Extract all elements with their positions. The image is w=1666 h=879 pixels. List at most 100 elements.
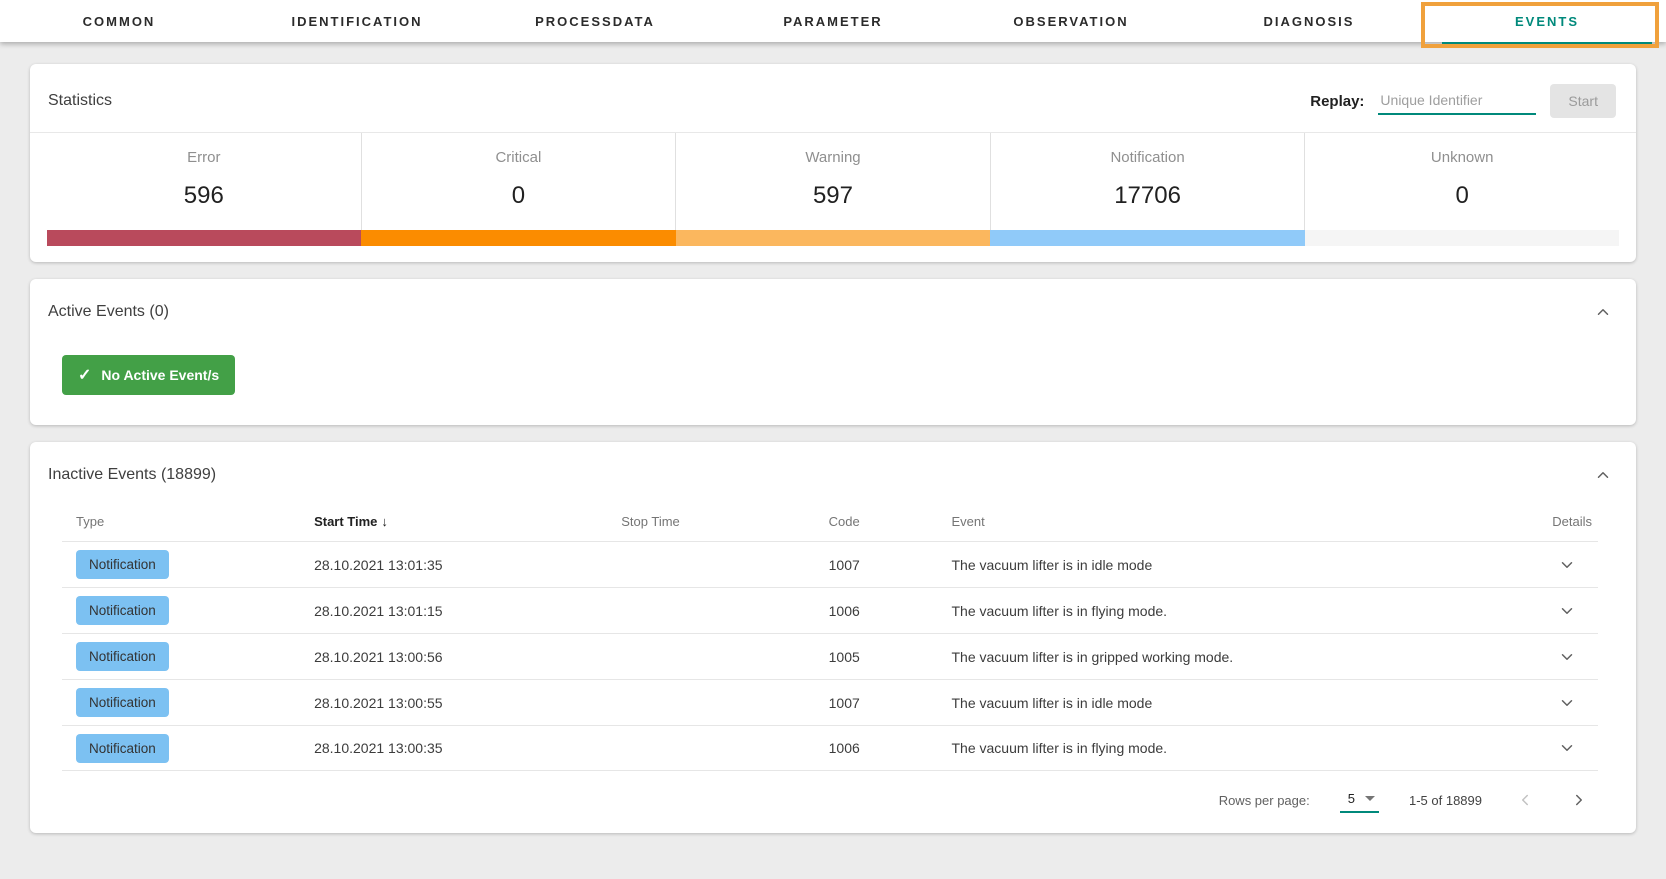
- tab-events[interactable]: EVENTS: [1428, 0, 1666, 45]
- type-badge: Notification: [76, 642, 169, 671]
- rows-per-page-label: Rows per page:: [1218, 792, 1310, 808]
- active-events-collapse-button[interactable]: [1590, 299, 1616, 325]
- column-header-start-time[interactable]: Start Time ↓: [314, 514, 388, 529]
- type-badge: Notification: [76, 733, 169, 763]
- code-cell: 1007: [828, 556, 860, 573]
- active-events-title: Active Events (0): [48, 303, 169, 320]
- replay-group: Replay: Start: [1310, 84, 1616, 118]
- stat-critical-value: 0: [511, 182, 526, 209]
- statistics-counters: Error 596 Critical 0 Warning 597 Notific…: [47, 133, 1619, 230]
- tab-parameter[interactable]: PARAMETER: [783, 13, 883, 29]
- rows-per-page-value: 5: [1347, 791, 1355, 806]
- start-time-cell: 28.10.2021 13:01:15: [314, 602, 443, 619]
- replay-label: Replay:: [1310, 92, 1365, 110]
- event-cell: The vacuum lifter is in idle mode: [951, 694, 1153, 711]
- previous-page-button[interactable]: [1512, 787, 1538, 813]
- replay-identifier-input[interactable]: [1378, 87, 1537, 115]
- start-time-cell: 28.10.2021 13:00:55: [314, 694, 443, 711]
- sort-desc-icon: ↓: [381, 514, 388, 529]
- event-cell: The vacuum lifter is in flying mode.: [951, 740, 1168, 756]
- inactive-events-table: Type Start Time ↓ Stop Time Code Event De…: [62, 504, 1598, 771]
- event-cell: The vacuum lifter is in gripped working …: [951, 648, 1234, 665]
- start-time-cell: 28.10.2021 13:00:35: [314, 740, 443, 756]
- tab-observation[interactable]: OBSERVATION: [1013, 13, 1129, 29]
- event-cell: The vacuum lifter is in idle mode: [951, 556, 1153, 573]
- type-badge: Notification: [76, 688, 169, 717]
- top-tab-bar: COMMON IDENTIFICATION PROCESSDATA PARAME…: [0, 0, 1666, 48]
- bar-segment-warning: [675, 230, 991, 246]
- stat-unknown-value: 0: [1455, 182, 1469, 209]
- replay-start-button[interactable]: Start: [1550, 84, 1616, 118]
- start-time-cell: 28.10.2021 13:01:35: [314, 556, 443, 573]
- table-header-row: Type Start Time ↓ Stop Time Code Event De…: [62, 504, 1598, 541]
- chevron-right-icon: [1576, 794, 1582, 806]
- tab-processdata[interactable]: PROCESSDATA: [535, 13, 655, 29]
- stat-warning-value: 597: [812, 182, 853, 209]
- chevron-down-icon: [1561, 653, 1573, 660]
- statistics-card: Statistics Replay: Start Error 596 Criti…: [30, 64, 1636, 262]
- stat-error-label: Error: [187, 149, 221, 166]
- tab-diagnosis[interactable]: DIAGNOSIS: [1263, 13, 1355, 29]
- type-badge: Notification: [76, 550, 169, 579]
- stat-critical-label: Critical: [495, 149, 542, 166]
- stat-critical: Critical 0: [360, 133, 676, 230]
- bar-segment-error: [47, 230, 362, 246]
- code-cell: 1007: [828, 694, 860, 711]
- stat-warning: Warning 597: [675, 133, 990, 230]
- chevron-up-icon: [1597, 472, 1609, 478]
- column-header-type[interactable]: Type: [76, 514, 105, 529]
- chevron-down-icon: [1561, 561, 1573, 568]
- stat-notification: Notification 17706: [989, 133, 1305, 230]
- column-header-stop-time[interactable]: Stop Time: [621, 514, 680, 529]
- table-row: Notification 28.10.2021 13:00:56 1005 Th…: [62, 633, 1598, 679]
- code-cell: 1005: [828, 648, 860, 665]
- statistics-stacked-bar: [47, 230, 1620, 246]
- divider: [30, 132, 1636, 133]
- stat-notification-label: Notification: [1110, 149, 1185, 166]
- page-content: Statistics Replay: Start Error 596 Criti…: [0, 42, 1666, 866]
- column-header-event[interactable]: Event: [951, 514, 985, 529]
- stat-error-value: 596: [183, 182, 224, 209]
- tab-common[interactable]: COMMON: [82, 13, 156, 29]
- active-events-card: Active Events (0) ✓ No Active Event/s: [30, 279, 1636, 425]
- bar-segment-notification: [990, 230, 1305, 246]
- start-time-cell: 28.10.2021 13:00:56: [314, 648, 443, 665]
- stat-unknown: Unknown 0: [1304, 133, 1619, 230]
- code-cell: 1006: [828, 602, 860, 619]
- table-row: Notification 28.10.2021 13:01:15 1006 Th…: [62, 587, 1598, 633]
- chevron-down-icon: [1561, 607, 1573, 614]
- table-pagination: Rows per page: 5 1-5 of 18899: [30, 771, 1636, 833]
- column-header-details: Details: [1552, 514, 1592, 529]
- stat-warning-label: Warning: [805, 149, 861, 166]
- row-details-button[interactable]: [1554, 552, 1580, 578]
- stat-unknown-label: Unknown: [1430, 149, 1494, 166]
- no-active-events-label: No Active Event/s: [101, 367, 220, 383]
- tab-identification[interactable]: IDENTIFICATION: [291, 13, 423, 29]
- inactive-events-card: Inactive Events (18899) Type Start Time ↓…: [30, 442, 1636, 833]
- statistics-title: Statistics: [48, 92, 113, 109]
- check-icon: ✓: [78, 367, 92, 384]
- row-details-button[interactable]: [1554, 735, 1580, 761]
- table-row: Notification 28.10.2021 13:01:35 1007 Th…: [62, 541, 1598, 587]
- bar-segment-unknown: [1304, 230, 1620, 246]
- table-row: Notification 28.10.2021 13:00:55 1007 Th…: [62, 679, 1598, 725]
- pagination-range-label: 1-5 of 18899: [1408, 792, 1482, 808]
- chevron-up-icon: [1597, 309, 1609, 315]
- code-cell: 1006: [828, 740, 860, 756]
- stat-error: Error 596: [47, 133, 361, 230]
- caret-down-icon: [1364, 796, 1375, 801]
- row-details-button[interactable]: [1554, 644, 1580, 670]
- chevron-down-icon: [1561, 745, 1573, 751]
- row-details-button[interactable]: [1554, 598, 1580, 624]
- no-active-events-badge: ✓ No Active Event/s: [62, 355, 236, 395]
- table-row: Notification 28.10.2021 13:00:35 1006 Th…: [62, 725, 1598, 771]
- next-page-button[interactable]: [1566, 787, 1592, 813]
- bar-segment-critical: [361, 230, 676, 246]
- stat-notification-value: 17706: [1114, 182, 1181, 209]
- rows-per-page-select[interactable]: 5: [1339, 787, 1379, 813]
- row-details-button[interactable]: [1554, 690, 1580, 716]
- column-header-code[interactable]: Code: [828, 514, 860, 529]
- chevron-down-icon: [1561, 699, 1573, 706]
- inactive-events-collapse-button[interactable]: [1590, 462, 1616, 488]
- chevron-left-icon: [1522, 794, 1528, 806]
